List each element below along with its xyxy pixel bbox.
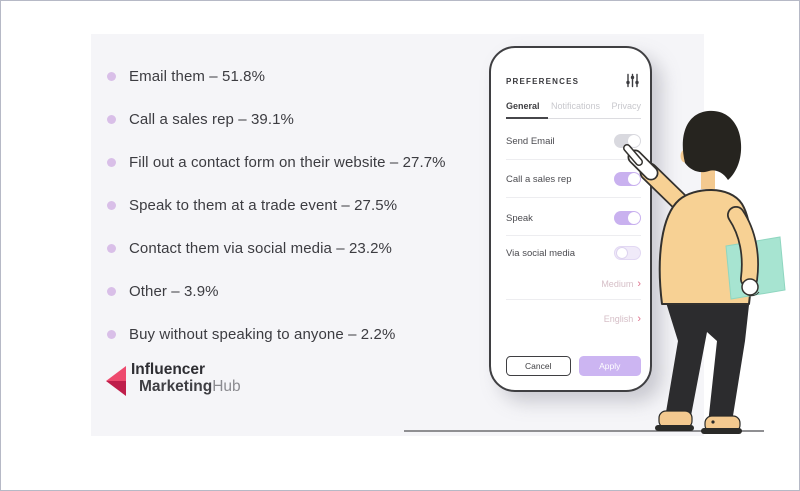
bullet-icon: [107, 114, 116, 124]
logo-hub: Hub: [212, 378, 241, 395]
speak-toggle[interactable]: [614, 211, 641, 225]
select-value: Medium: [601, 279, 634, 289]
list-item: Contact them via social media – 23.2%: [107, 237, 446, 259]
preferences-tabs: General Notifications Privacy: [506, 101, 641, 111]
logo-line1: Influencer: [131, 361, 206, 378]
bullet-icon: [107, 157, 116, 167]
list-item: Fill out a contact form on their website…: [107, 151, 446, 173]
logo-marketing: Marketing: [139, 378, 213, 395]
preferences-title: PREFERENCES: [506, 77, 580, 86]
tab-privacy[interactable]: Privacy: [611, 101, 641, 111]
row-label: Via social media: [506, 247, 576, 259]
chevron-right-icon: ›: [637, 277, 641, 290]
ground-line: [404, 430, 764, 432]
tab-general[interactable]: General: [506, 101, 540, 111]
row-label: Speak: [506, 212, 533, 224]
bullet-icon: [107, 71, 116, 81]
bullet-icon: [107, 329, 116, 339]
tab-notifications[interactable]: Notifications: [550, 101, 601, 111]
stat-text: Other – 3.9%: [129, 282, 219, 300]
row-label: Send Email: [506, 135, 555, 147]
logo-line2: MarketingHub: [139, 378, 241, 395]
glove-hand: [741, 278, 759, 296]
tab-underline-active: [506, 117, 548, 119]
via-social-media-toggle[interactable]: [614, 246, 641, 260]
person-illustration: [623, 110, 786, 434]
medium-select[interactable]: Medium ›: [601, 277, 641, 290]
right-sole: [701, 428, 742, 434]
list-item: Call a sales rep – 39.1%: [107, 108, 446, 130]
toggle-knob: [628, 212, 640, 224]
row-call-sales-rep: Call a sales rep: [506, 172, 641, 186]
stat-text: Contact them via social media – 23.2%: [129, 239, 392, 257]
left-sole: [655, 425, 694, 431]
stat-text: Call a sales rep – 39.1%: [129, 110, 294, 128]
hanging-arm: [728, 207, 758, 287]
divider: [506, 197, 641, 198]
apply-button[interactable]: Apply: [578, 356, 641, 376]
toggle-knob: [628, 173, 640, 185]
pants: [664, 296, 750, 424]
list-item: Buy without speaking to anyone – 2.2%: [107, 323, 446, 345]
select-value: English: [603, 314, 634, 324]
list-item: Other – 3.9%: [107, 280, 446, 302]
influencer-marketinghub-logo: Influencer MarketingHub: [104, 361, 241, 396]
send-email-toggle[interactable]: [614, 134, 641, 148]
row-label: Call a sales rep: [506, 173, 572, 185]
toggle-knob: [628, 135, 640, 147]
row-send-email: Send Email: [506, 134, 641, 148]
call-sales-rep-toggle[interactable]: [614, 172, 641, 186]
divider: [506, 235, 641, 236]
chevron-right-icon: ›: [637, 312, 641, 325]
stat-text: Email them – 51.8%: [129, 67, 266, 85]
stat-text: Speak to them at a trade event – 27.5%: [129, 196, 398, 214]
row-via-social-media: Via social media: [506, 246, 641, 260]
index-finger: [624, 145, 642, 165]
hair: [682, 110, 742, 180]
bullet-icon: [107, 243, 116, 253]
phone-mockup: PREFERENCES General Notifications Privac…: [489, 46, 652, 392]
tab-underline: [506, 118, 641, 119]
stat-text: Buy without speaking to anyone – 2.2%: [129, 325, 396, 343]
logo-diamond-icon: [106, 366, 126, 396]
row-speak: Speak: [506, 211, 641, 225]
bullet-icon: [107, 286, 116, 296]
logo-text: Influencer MarketingHub: [131, 361, 241, 395]
toggle-knob: [616, 247, 628, 259]
bullet-icon: [107, 200, 116, 210]
divider: [506, 299, 641, 300]
list-item: Email them – 51.8%: [107, 65, 446, 87]
sliders-icon[interactable]: [625, 73, 640, 88]
english-select[interactable]: English ›: [603, 312, 641, 325]
cancel-button[interactable]: Cancel: [506, 356, 571, 376]
stat-text: Fill out a contact form on their website…: [129, 153, 446, 171]
list-item: Speak to them at a trade event – 27.5%: [107, 194, 446, 216]
stats-list: Email them – 51.8% Call a sales rep – 39…: [107, 65, 446, 366]
phone-buttons: Cancel Apply: [506, 356, 641, 376]
divider: [506, 159, 641, 160]
